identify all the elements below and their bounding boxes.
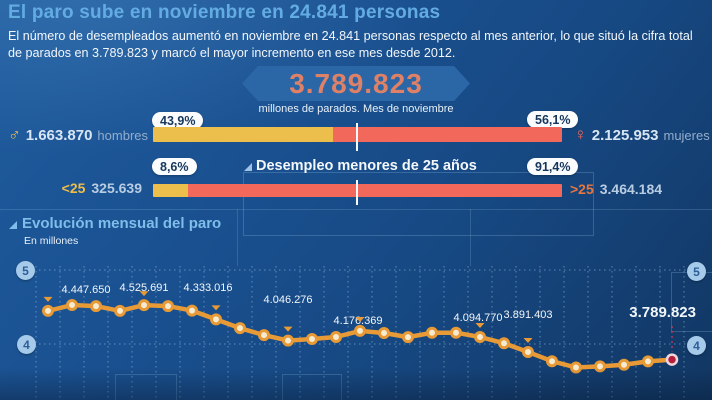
chart-point-label: 4.094.770 [454,312,503,324]
chart-subtitle: En millones [24,235,79,247]
label-pointer-triangle-icon [211,305,221,311]
total-caption: millones de parados. Mes de noviembre [258,103,454,115]
label-pointer-triangle-icon [43,296,53,302]
chart-highlight-point [665,353,679,366]
chart-title: Evolución mensual del paro [9,215,221,232]
chart-point [522,346,534,358]
chart-point [642,355,654,368]
chart-point [402,331,414,344]
bottom-deco-2 [282,374,342,400]
over25-value: 3.464.184 [599,181,663,197]
chart-point [354,324,366,337]
yaxis-badge-4-left: 4 [17,335,36,354]
yaxis-badge-4-right: 4 [687,336,706,355]
chart-point [378,327,390,339]
triangle-bullet-icon [244,163,252,171]
male-value: 1.663.870 [25,127,93,144]
over25-pct-badge: 91,4% [527,158,579,175]
yaxis-badge-5-left: 5 [16,261,35,280]
youth-bar-center-tick [356,180,358,205]
triangle-bullet-icon [9,221,17,229]
page-subtitle: El número de desempleados aumentó en nov… [8,29,693,61]
chart-point-label: 3.891.403 [504,309,553,321]
panel-divider-left [237,209,238,266]
female-label: mujeres [663,128,710,143]
label-pointer-triangle-icon [523,338,533,344]
section-divider [0,209,712,210]
under25-value: 325.639 [91,180,142,196]
male-icon: ♂ [7,125,21,144]
chart-point [210,313,222,326]
chart-point-label: 4.176.369 [334,315,383,327]
chart-point [474,331,486,343]
chart-final-value-label: 3.789.823 [629,304,696,321]
chart-point [426,326,438,339]
panel-divider-right [470,209,471,266]
over25-label: >25 [570,181,594,197]
chart-point [594,360,606,373]
male-stat: ♂ 1.663.870 hombres [8,125,148,145]
label-pointer-triangle-icon [475,322,485,328]
gender-bar-male-segment [153,127,333,142]
chart-point-label: 4.447.650 [62,284,111,296]
chart-point [306,333,318,345]
under25-pct-badge: 8,6% [152,158,197,175]
chart-point [234,322,246,335]
male-label: hombres [97,128,148,143]
yaxis-badge-5-right: 5 [687,262,706,281]
chart-point [114,304,126,317]
gender-bar-female-segment [332,127,562,142]
over25-stat: >25 3.464.184 [570,181,662,197]
chart-point [42,304,54,317]
chart-point [570,361,582,374]
chart-point [258,329,270,342]
chart-point [138,299,150,312]
label-pointer-triangle-icon [139,291,149,297]
youth-bar-under25-segment [153,184,189,197]
gender-bar [153,127,562,142]
label-pointer-triangle-icon [283,326,293,332]
chart-point [450,326,462,339]
female-stat: ♀ 2.125.953 mujeres [574,125,710,145]
male-pct-badge: 43,9% [152,112,204,129]
chart-point-label: 4.046.276 [264,294,313,306]
bottom-shade [0,368,712,400]
chart-point-label: 4.333.016 [184,282,233,294]
chart-point-label: 4.525.691 [120,282,169,294]
chart-point [186,304,198,317]
chart-point [66,299,78,311]
under25-stat: <25 325.639 [62,180,142,196]
female-value: 2.125.953 [591,127,659,144]
total-unemployed-value: 3.789.823 [289,67,423,99]
chart-point [546,355,558,368]
label-pointer-triangle-icon [355,316,365,322]
under25-label: <25 [61,180,86,196]
youth-bar [153,184,562,197]
page-title: El paro sube en noviembre en 24.841 pers… [8,2,441,23]
chart-point [330,331,342,343]
chart-point [282,334,294,347]
gender-bar-center-tick [356,123,358,151]
youth-section-title: Desempleo menores de 25 años [244,158,477,174]
chart-point [618,358,630,371]
female-icon: ♀ [574,125,587,144]
bottom-deco-1 [115,374,177,400]
chart-point [162,300,174,313]
chart-point [90,300,102,313]
youth-bar-over25-segment [188,184,562,197]
youth-frame-deco [243,172,594,236]
chart-point [498,337,510,350]
female-pct-badge: 56,1% [527,111,579,128]
total-hexagon: 3.789.823 [242,66,470,101]
